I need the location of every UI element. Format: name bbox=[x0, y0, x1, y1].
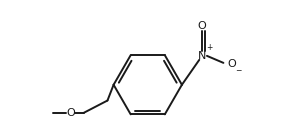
Text: O: O bbox=[198, 21, 206, 31]
Text: O: O bbox=[66, 108, 75, 118]
Text: N: N bbox=[198, 51, 206, 61]
Text: +: + bbox=[206, 43, 212, 52]
Text: −: − bbox=[236, 66, 242, 75]
Text: O: O bbox=[227, 59, 236, 69]
